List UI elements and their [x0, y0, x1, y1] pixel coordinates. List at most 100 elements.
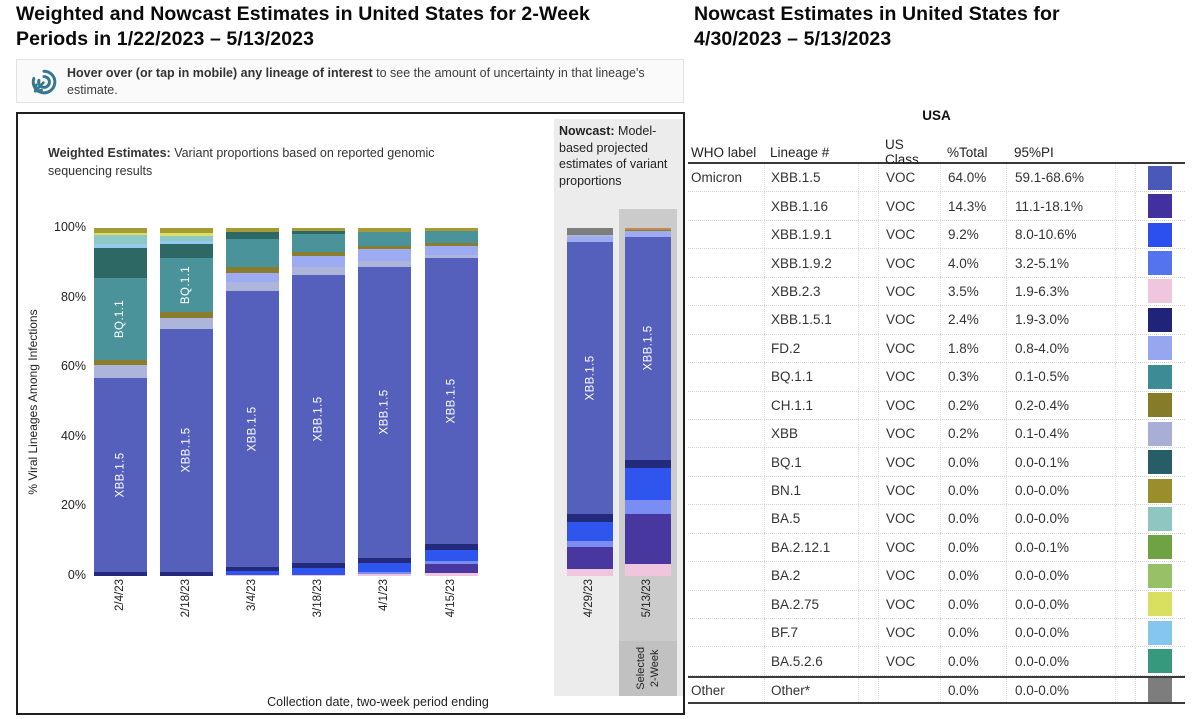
- bar-segment-FD.2[interactable]: [567, 236, 613, 243]
- lineage-color-swatch[interactable]: [1148, 592, 1172, 617]
- bar-segment-XBB.1.9.2[interactable]: [425, 560, 478, 564]
- lineage-color-swatch[interactable]: [1148, 421, 1172, 446]
- bar-segment-BA.2.75[interactable]: [94, 232, 147, 235]
- bar-segment-BQ.1[interactable]: [292, 231, 345, 235]
- bar-segment-XBB.1.5[interactable]: XBB.1.5: [425, 258, 478, 545]
- bar-segment-BN.1[interactable]: [292, 228, 345, 232]
- lineage-color-swatch[interactable]: [1148, 222, 1172, 247]
- bar-segment-XBB.1.5.1[interactable]: [567, 514, 613, 523]
- lineage-color-swatch[interactable]: [1148, 194, 1172, 219]
- bar-segment-XBB.2.3[interactable]: [358, 573, 411, 576]
- bar-segment-BQ.1[interactable]: [160, 244, 213, 258]
- bar-segment-FD.2[interactable]: [425, 246, 478, 255]
- bar-segment-XBB[interactable]: [567, 235, 613, 237]
- bar-segment-XBB.1.5[interactable]: XBB.1.5: [567, 242, 613, 515]
- bar-segment-FD.2[interactable]: [358, 249, 411, 261]
- bar-segment-BQ.1.1[interactable]: BQ.1.1: [160, 257, 213, 313]
- bar-segment-BA.5[interactable]: [94, 234, 147, 245]
- bar-segment-CH.1.1[interactable]: [94, 359, 147, 366]
- bar-segment-BQ.1.1[interactable]: [425, 231, 478, 244]
- bar-segment-Other[interactable]: [567, 228, 613, 236]
- bar-segment-BQ.1.1[interactable]: [226, 239, 279, 268]
- bar-segment-BN.1[interactable]: [358, 228, 411, 232]
- bar-segment-XBB.1.9.1[interactable]: [567, 522, 613, 542]
- bar-segment-XBB.1.5.1[interactable]: [292, 563, 345, 568]
- bar-segment-XBB.1.5[interactable]: XBB.1.5: [625, 237, 671, 460]
- bar-segment-BN.1[interactable]: [425, 228, 478, 232]
- bar-segment-XBB.1.5[interactable]: XBB.1.5: [358, 267, 411, 558]
- bar-segment-XBB.1.9.1[interactable]: [226, 570, 279, 575]
- lineage-color-swatch[interactable]: [1148, 678, 1172, 703]
- bar-segment-XBB.1.9.1[interactable]: [358, 562, 411, 572]
- bar-segment-BN.1[interactable]: [226, 228, 279, 233]
- bar-segment-XBB.1.16[interactable]: [625, 514, 671, 564]
- bar-segment-XBB.1.5.1[interactable]: [94, 571, 147, 576]
- bar-segment-XBB.1.9.1[interactable]: [292, 567, 345, 575]
- lineage-color-swatch[interactable]: [1148, 478, 1172, 503]
- bar-segment-BN.1[interactable]: [94, 228, 147, 233]
- bar-segment-XBB.2.3[interactable]: [292, 574, 345, 576]
- lineage-color-swatch[interactable]: [1148, 279, 1172, 304]
- lineage-color-swatch[interactable]: [1148, 620, 1172, 645]
- bar-segment-XBB.1.5[interactable]: XBB.1.5: [226, 290, 279, 567]
- lineage-color-swatch[interactable]: [1148, 165, 1172, 190]
- bar-segment-BQ.1[interactable]: [226, 232, 279, 240]
- cell-tot: 0.0%: [940, 505, 1006, 533]
- lineage-color-swatch[interactable]: [1148, 364, 1172, 389]
- bar-segment-XBB.1.5.1[interactable]: [226, 566, 279, 571]
- bar-segment-Other[interactable]: [625, 228, 671, 230]
- bar-segment-BQ.1.1[interactable]: BQ.1.1: [94, 278, 147, 360]
- lineage-color-swatch[interactable]: [1148, 535, 1172, 560]
- bar-segment-XBB.1.5[interactable]: XBB.1.5: [94, 377, 147, 572]
- bar-segment-FD.2[interactable]: [625, 230, 671, 238]
- bar-segment-XBB.2.3[interactable]: [567, 569, 613, 576]
- bar-segment-XBB[interactable]: [226, 281, 279, 291]
- bar-segment-XBB[interactable]: [425, 254, 478, 259]
- lineage-color-swatch[interactable]: [1148, 336, 1172, 361]
- bar-segment-BF.7[interactable]: [160, 240, 213, 245]
- bar-segment-XBB[interactable]: [94, 365, 147, 378]
- bar-segment-BQ.1.1[interactable]: [292, 234, 345, 253]
- bar-segment-XBB[interactable]: [160, 317, 213, 329]
- lineage-color-swatch[interactable]: [1148, 393, 1172, 418]
- bar-segment-XBB[interactable]: [292, 266, 345, 275]
- bar-segment-BN.1[interactable]: [160, 228, 213, 233]
- lineage-color-swatch[interactable]: [1148, 251, 1172, 276]
- lineage-color-swatch[interactable]: [1148, 450, 1172, 475]
- bar-segment-XBB.1.5.1[interactable]: [358, 557, 411, 563]
- bar-segment-XBB.2.3[interactable]: [226, 574, 279, 576]
- bar-segment-BQ.1.1[interactable]: [358, 231, 411, 247]
- bar-segment-BA.5[interactable]: [160, 236, 213, 241]
- bar-segment-CH.1.1[interactable]: [625, 229, 671, 231]
- bar-segment-XBB.1.16[interactable]: [567, 547, 613, 570]
- bar-segment-XBB.1.5.1[interactable]: [425, 544, 478, 550]
- bar-segment-FD.2[interactable]: [292, 256, 345, 267]
- lineage-color-swatch[interactable]: [1148, 307, 1172, 332]
- bar-segment-XBB.1.5[interactable]: XBB.1.5: [160, 328, 213, 572]
- bar-segment-XBB[interactable]: [358, 260, 411, 268]
- bar-segment-FD.2[interactable]: [226, 272, 279, 282]
- bar-segment-XBB.1.5[interactable]: XBB.1.5: [292, 275, 345, 564]
- bar-segment-XBB.1.5.1[interactable]: [160, 571, 213, 576]
- bar-segment-XBB.1.9.2[interactable]: [358, 571, 411, 574]
- bar-segment-CH.1.1[interactable]: [160, 312, 213, 318]
- bar-segment-BQ.1[interactable]: [94, 248, 147, 279]
- bar-segment-BA.2.75[interactable]: [160, 232, 213, 237]
- bar-segment-CH.1.1[interactable]: [292, 252, 345, 257]
- lineage-color-swatch[interactable]: [1148, 649, 1172, 674]
- bar-segment-XBB.2.3[interactable]: [625, 563, 671, 576]
- bar-segment-XBB.1.9.1[interactable]: [425, 549, 478, 561]
- bar-segment-CH.1.1[interactable]: [226, 267, 279, 273]
- bar-segment-XBB.1.9.2[interactable]: [567, 541, 613, 548]
- bar-segment-CH.1.1[interactable]: [425, 243, 478, 247]
- lineage-color-swatch[interactable]: [1148, 563, 1172, 588]
- bar-segment-CH.1.1[interactable]: [358, 246, 411, 250]
- bar-segment-XBB.2.3[interactable]: [425, 572, 478, 576]
- bar-segment-BF.7[interactable]: [94, 244, 147, 249]
- lineage-color-swatch[interactable]: [1148, 506, 1172, 531]
- bar-segment-XBB.1.9.2[interactable]: [625, 500, 671, 515]
- selected-2-week-tag[interactable]: Selected 2-Week: [619, 641, 677, 696]
- bar-segment-XBB.1.16[interactable]: [425, 563, 478, 573]
- bar-segment-XBB.1.9.1[interactable]: [625, 468, 671, 501]
- bar-segment-XBB.1.5.1[interactable]: [625, 459, 671, 469]
